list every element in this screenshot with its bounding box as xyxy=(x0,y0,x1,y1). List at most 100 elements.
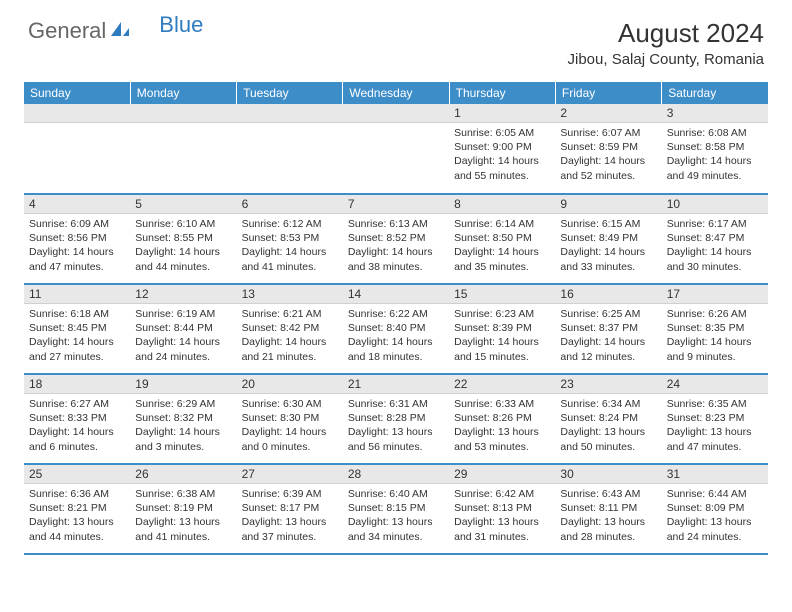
weekday-header: Monday xyxy=(130,82,236,104)
sunset-text: Sunset: 8:17 PM xyxy=(242,501,338,515)
sunset-text: Sunset: 8:44 PM xyxy=(135,321,231,335)
calendar-cell: 28Sunrise: 6:40 AMSunset: 8:15 PMDayligh… xyxy=(343,464,449,554)
calendar-cell: 1Sunrise: 6:05 AMSunset: 9:00 PMDaylight… xyxy=(449,104,555,194)
sunset-text: Sunset: 8:26 PM xyxy=(454,411,550,425)
sunrise-text: Sunrise: 6:35 AM xyxy=(667,397,763,411)
sunrise-text: Sunrise: 6:40 AM xyxy=(348,487,444,501)
calendar-cell: 27Sunrise: 6:39 AMSunset: 8:17 PMDayligh… xyxy=(237,464,343,554)
day-body: Sunrise: 6:36 AMSunset: 8:21 PMDaylight:… xyxy=(24,484,130,547)
daylight-text: Daylight: 13 hours and 44 minutes. xyxy=(29,515,125,543)
sunrise-text: Sunrise: 6:15 AM xyxy=(560,217,656,231)
calendar-cell: 15Sunrise: 6:23 AMSunset: 8:39 PMDayligh… xyxy=(449,284,555,374)
calendar-cell: 21Sunrise: 6:31 AMSunset: 8:28 PMDayligh… xyxy=(343,374,449,464)
day-body: Sunrise: 6:42 AMSunset: 8:13 PMDaylight:… xyxy=(449,484,555,547)
calendar-cell: 5Sunrise: 6:10 AMSunset: 8:55 PMDaylight… xyxy=(130,194,236,284)
calendar-cell: 4Sunrise: 6:09 AMSunset: 8:56 PMDaylight… xyxy=(24,194,130,284)
logo-sail-icon xyxy=(109,18,131,44)
calendar-cell: 8Sunrise: 6:14 AMSunset: 8:50 PMDaylight… xyxy=(449,194,555,284)
day-number-empty xyxy=(130,104,236,123)
day-body: Sunrise: 6:09 AMSunset: 8:56 PMDaylight:… xyxy=(24,214,130,277)
day-number: 7 xyxy=(343,195,449,214)
day-body: Sunrise: 6:25 AMSunset: 8:37 PMDaylight:… xyxy=(555,304,661,367)
daylight-text: Daylight: 13 hours and 24 minutes. xyxy=(667,515,763,543)
day-number-empty xyxy=(24,104,130,123)
sunset-text: Sunset: 8:21 PM xyxy=(29,501,125,515)
day-number: 3 xyxy=(662,104,768,123)
calendar-cell: 22Sunrise: 6:33 AMSunset: 8:26 PMDayligh… xyxy=(449,374,555,464)
sunset-text: Sunset: 8:24 PM xyxy=(560,411,656,425)
sunrise-text: Sunrise: 6:10 AM xyxy=(135,217,231,231)
daylight-text: Daylight: 13 hours and 34 minutes. xyxy=(348,515,444,543)
day-body-empty xyxy=(237,123,343,183)
day-number: 29 xyxy=(449,465,555,484)
day-number: 18 xyxy=(24,375,130,394)
daylight-text: Daylight: 14 hours and 24 minutes. xyxy=(135,335,231,363)
daylight-text: Daylight: 14 hours and 15 minutes. xyxy=(454,335,550,363)
weekday-row: SundayMondayTuesdayWednesdayThursdayFrid… xyxy=(24,82,768,104)
day-number: 22 xyxy=(449,375,555,394)
sunrise-text: Sunrise: 6:38 AM xyxy=(135,487,231,501)
day-number: 25 xyxy=(24,465,130,484)
calendar-week-row: 11Sunrise: 6:18 AMSunset: 8:45 PMDayligh… xyxy=(24,284,768,374)
sunrise-text: Sunrise: 6:33 AM xyxy=(454,397,550,411)
weekday-header: Thursday xyxy=(449,82,555,104)
daylight-text: Daylight: 13 hours and 28 minutes. xyxy=(560,515,656,543)
day-body: Sunrise: 6:22 AMSunset: 8:40 PMDaylight:… xyxy=(343,304,449,367)
weekday-header: Saturday xyxy=(662,82,768,104)
daylight-text: Daylight: 13 hours and 47 minutes. xyxy=(667,425,763,453)
day-body-empty xyxy=(343,123,449,183)
sunrise-text: Sunrise: 6:26 AM xyxy=(667,307,763,321)
daylight-text: Daylight: 14 hours and 12 minutes. xyxy=(560,335,656,363)
sunset-text: Sunset: 8:56 PM xyxy=(29,231,125,245)
sunset-text: Sunset: 8:53 PM xyxy=(242,231,338,245)
sunset-text: Sunset: 8:50 PM xyxy=(454,231,550,245)
calendar-cell: 26Sunrise: 6:38 AMSunset: 8:19 PMDayligh… xyxy=(130,464,236,554)
day-number: 30 xyxy=(555,465,661,484)
calendar-cell: 19Sunrise: 6:29 AMSunset: 8:32 PMDayligh… xyxy=(130,374,236,464)
sunset-text: Sunset: 8:39 PM xyxy=(454,321,550,335)
day-body: Sunrise: 6:38 AMSunset: 8:19 PMDaylight:… xyxy=(130,484,236,547)
sunset-text: Sunset: 8:19 PM xyxy=(135,501,231,515)
day-body: Sunrise: 6:31 AMSunset: 8:28 PMDaylight:… xyxy=(343,394,449,457)
daylight-text: Daylight: 14 hours and 49 minutes. xyxy=(667,154,763,182)
daylight-text: Daylight: 14 hours and 33 minutes. xyxy=(560,245,656,273)
sunset-text: Sunset: 8:58 PM xyxy=(667,140,763,154)
day-body: Sunrise: 6:35 AMSunset: 8:23 PMDaylight:… xyxy=(662,394,768,457)
day-body: Sunrise: 6:23 AMSunset: 8:39 PMDaylight:… xyxy=(449,304,555,367)
day-body: Sunrise: 6:12 AMSunset: 8:53 PMDaylight:… xyxy=(237,214,343,277)
calendar-cell: 23Sunrise: 6:34 AMSunset: 8:24 PMDayligh… xyxy=(555,374,661,464)
calendar-cell: 10Sunrise: 6:17 AMSunset: 8:47 PMDayligh… xyxy=(662,194,768,284)
day-body: Sunrise: 6:40 AMSunset: 8:15 PMDaylight:… xyxy=(343,484,449,547)
month-title: August 2024 xyxy=(568,18,765,49)
calendar-cell xyxy=(130,104,236,194)
day-body: Sunrise: 6:39 AMSunset: 8:17 PMDaylight:… xyxy=(237,484,343,547)
calendar-cell: 12Sunrise: 6:19 AMSunset: 8:44 PMDayligh… xyxy=(130,284,236,374)
day-body: Sunrise: 6:05 AMSunset: 9:00 PMDaylight:… xyxy=(449,123,555,186)
day-number-empty xyxy=(343,104,449,123)
calendar-week-row: 4Sunrise: 6:09 AMSunset: 8:56 PMDaylight… xyxy=(24,194,768,284)
day-number: 20 xyxy=(237,375,343,394)
daylight-text: Daylight: 14 hours and 6 minutes. xyxy=(29,425,125,453)
day-body: Sunrise: 6:29 AMSunset: 8:32 PMDaylight:… xyxy=(130,394,236,457)
day-body: Sunrise: 6:13 AMSunset: 8:52 PMDaylight:… xyxy=(343,214,449,277)
day-number: 27 xyxy=(237,465,343,484)
calendar-cell: 30Sunrise: 6:43 AMSunset: 8:11 PMDayligh… xyxy=(555,464,661,554)
day-number: 24 xyxy=(662,375,768,394)
day-number: 13 xyxy=(237,285,343,304)
daylight-text: Daylight: 14 hours and 44 minutes. xyxy=(135,245,231,273)
sunrise-text: Sunrise: 6:30 AM xyxy=(242,397,338,411)
sunrise-text: Sunrise: 6:39 AM xyxy=(242,487,338,501)
day-number: 23 xyxy=(555,375,661,394)
sunset-text: Sunset: 8:45 PM xyxy=(29,321,125,335)
daylight-text: Daylight: 14 hours and 18 minutes. xyxy=(348,335,444,363)
calendar-cell xyxy=(237,104,343,194)
calendar-cell: 7Sunrise: 6:13 AMSunset: 8:52 PMDaylight… xyxy=(343,194,449,284)
day-number: 5 xyxy=(130,195,236,214)
daylight-text: Daylight: 13 hours and 50 minutes. xyxy=(560,425,656,453)
weekday-header: Friday xyxy=(555,82,661,104)
sunset-text: Sunset: 8:23 PM xyxy=(667,411,763,425)
calendar-cell: 29Sunrise: 6:42 AMSunset: 8:13 PMDayligh… xyxy=(449,464,555,554)
day-body: Sunrise: 6:26 AMSunset: 8:35 PMDaylight:… xyxy=(662,304,768,367)
day-body: Sunrise: 6:18 AMSunset: 8:45 PMDaylight:… xyxy=(24,304,130,367)
page-header: General Blue August 2024 Jibou, Salaj Co… xyxy=(0,0,792,74)
